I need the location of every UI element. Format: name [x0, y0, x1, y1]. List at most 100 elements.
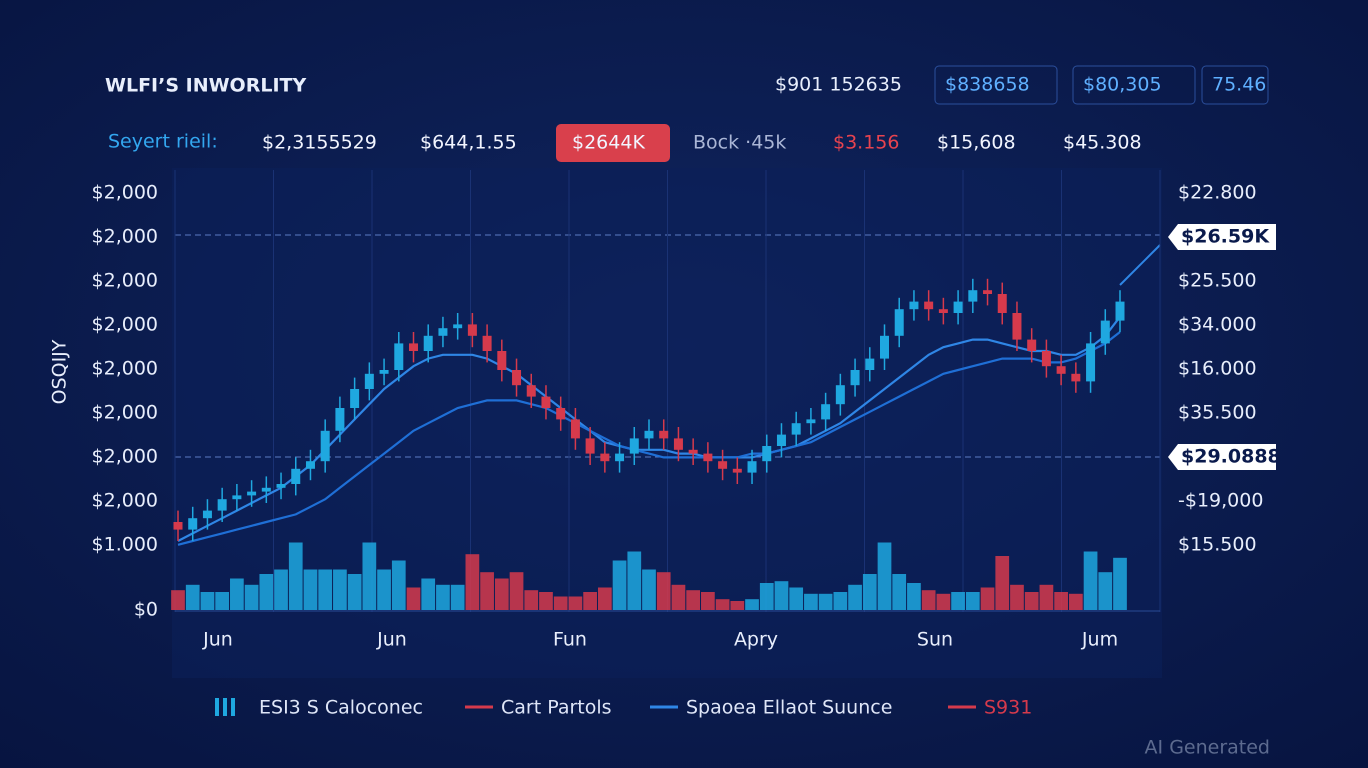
volume-bar: [965, 592, 980, 610]
volume-bar: [303, 569, 318, 610]
stat-value: $838658: [945, 74, 1030, 96]
candle-body: [1056, 366, 1066, 374]
candle-body: [556, 408, 566, 420]
candle-body: [938, 309, 948, 313]
candle-body: [894, 309, 904, 336]
candle-body: [968, 290, 978, 302]
left-axis-label: $2,000: [92, 446, 158, 468]
volume-bar: [509, 572, 524, 610]
volume-bar: [1054, 592, 1068, 610]
ticker-label: Seyert rieil:: [108, 131, 218, 153]
stat-value: $80,305: [1083, 74, 1162, 96]
volume-bar: [553, 596, 568, 610]
candle-body: [423, 335, 433, 351]
ticker-value: $2,3155529: [262, 132, 377, 154]
candle-body: [924, 301, 934, 310]
volume-bar: [465, 554, 480, 610]
candle-body: [394, 343, 404, 370]
candle-body: [688, 449, 698, 454]
right-axis-label: -$19,000: [1178, 490, 1263, 512]
candle-body: [541, 396, 551, 408]
volume-bar: [391, 560, 406, 610]
candle-body: [526, 385, 536, 397]
legend-swatch: [231, 698, 235, 716]
left-axis-label: $2,000: [92, 270, 158, 292]
right-axis-label: $34.000: [1178, 314, 1257, 336]
volume-bar: [980, 587, 995, 610]
right-axis-label: $26.59K: [1181, 226, 1270, 248]
legend-label: Spaoea Ellaot Suunce: [686, 697, 892, 719]
volume-bar: [200, 592, 215, 610]
candle-body: [232, 495, 242, 500]
volume-bar: [833, 592, 848, 610]
left-axis-label: $2,000: [92, 314, 158, 336]
candle-body: [217, 499, 227, 511]
candle-body: [512, 370, 522, 386]
volume-bar: [318, 569, 333, 610]
legend-label: S931: [984, 697, 1032, 719]
volume-bar: [436, 584, 450, 610]
candle-body: [806, 419, 816, 424]
candle-body: [438, 328, 448, 336]
volume-bar: [612, 560, 627, 610]
left-axis-label: $0: [134, 599, 158, 621]
candle-body: [747, 461, 757, 473]
candle-body: [305, 461, 315, 469]
right-axis-label: $15.500: [1178, 534, 1257, 556]
right-axis-label: $22.800: [1178, 182, 1257, 204]
volume-bar: [862, 574, 877, 610]
volume-bar: [921, 590, 936, 610]
ticker-value: $644,1.55: [420, 132, 517, 154]
candle-body: [291, 468, 301, 484]
volume-bar: [642, 569, 656, 610]
stat-box: [1201, 65, 1269, 105]
stat-value: 75.46: [1212, 74, 1266, 96]
stat-box: [1072, 65, 1196, 105]
candle-body: [909, 301, 919, 310]
volume-bar: [730, 601, 745, 610]
volume-bar: [686, 590, 701, 610]
candle-body: [732, 468, 742, 473]
left-axis-label: $2,000: [92, 226, 158, 248]
candle-body: [247, 491, 257, 496]
x-tick-label: Jun: [202, 629, 233, 651]
volume-bar: [494, 578, 509, 610]
candle-body: [762, 446, 772, 462]
candle-body: [880, 335, 889, 359]
candle-body: [467, 324, 477, 336]
volume-bar: [701, 592, 715, 610]
volume-bar: [244, 584, 259, 610]
volume-bar: [215, 592, 230, 610]
volume-bar: [362, 542, 377, 610]
volume-bar: [789, 587, 804, 610]
stat-value: $901 152635: [775, 74, 902, 96]
left-axis-label: $2,000: [92, 490, 158, 512]
candle-body: [659, 430, 669, 439]
volume-bar: [568, 596, 583, 610]
volume-bar: [583, 592, 597, 610]
ticker-value: Bock ·45k: [693, 132, 786, 154]
legend-label: Cart Partols: [501, 697, 612, 719]
volume-bar: [1039, 584, 1054, 610]
volume-bar: [480, 572, 494, 610]
candle-body: [629, 438, 639, 454]
candle-body: [1027, 339, 1037, 351]
volume-bar: [1010, 584, 1024, 610]
candle-body: [983, 290, 993, 294]
candle-body: [409, 343, 418, 351]
volume-bar: [333, 569, 347, 610]
volume-bar: [759, 583, 774, 610]
volume-bar: [951, 592, 965, 610]
right-axis-label: $16.000: [1178, 358, 1257, 380]
left-axis-label: $1.000: [92, 534, 158, 556]
volume-bar: [995, 556, 1010, 610]
volume-bar: [185, 584, 200, 610]
candle-body: [673, 438, 683, 450]
volume-bar: [627, 551, 642, 610]
right-axis-label: $35.500: [1178, 402, 1257, 424]
left-axis-label: $2,000: [92, 402, 158, 424]
legend-swatch: [215, 698, 219, 716]
volume-bar: [406, 587, 421, 610]
volume-bar: [715, 599, 730, 610]
volume-bar: [774, 581, 789, 610]
